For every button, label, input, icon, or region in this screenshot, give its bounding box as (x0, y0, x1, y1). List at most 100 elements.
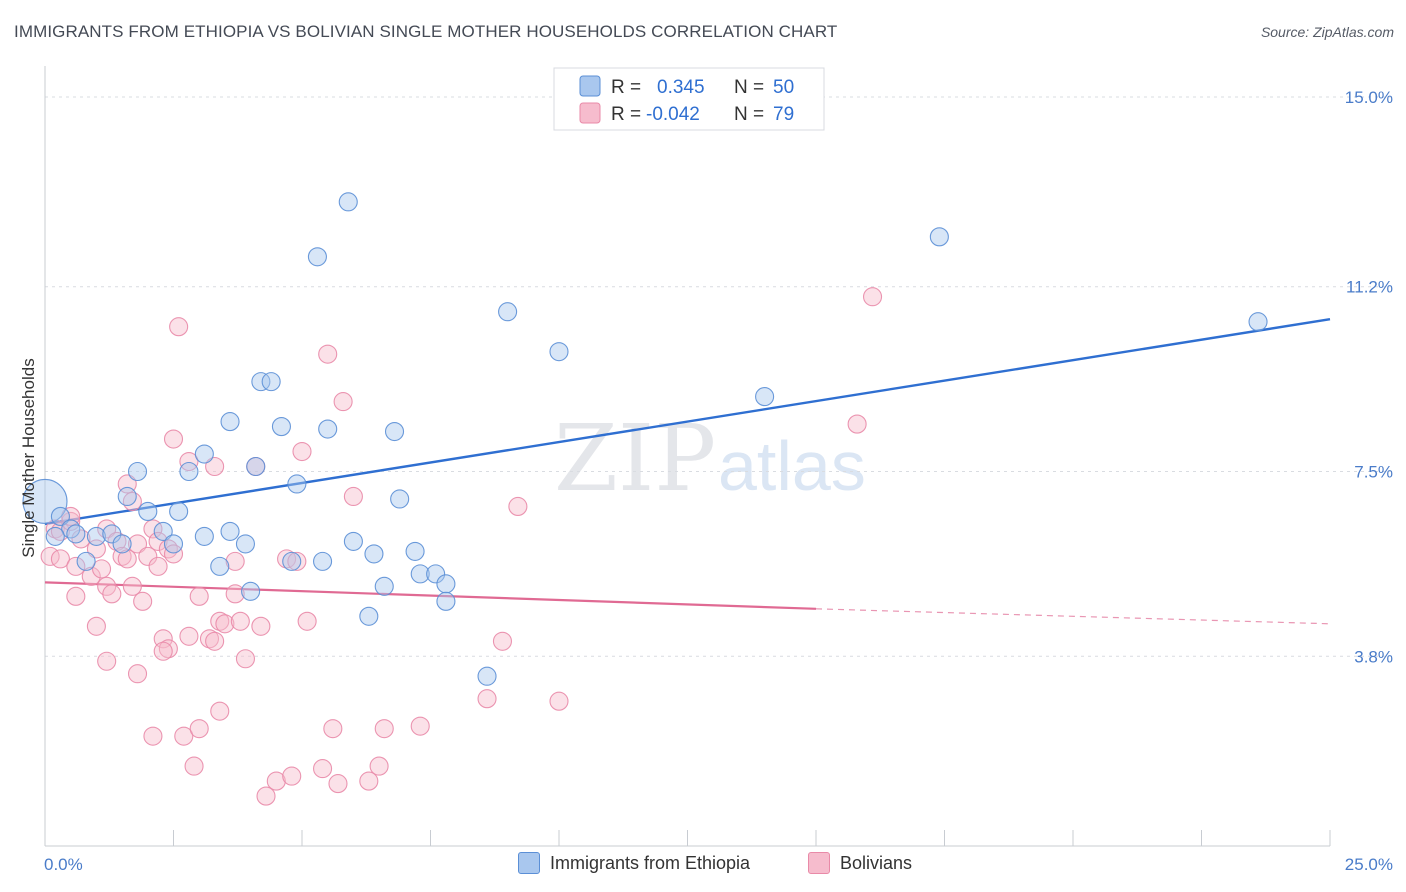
bolivians-point-75 (508, 496, 528, 517)
bolivians-point-77 (847, 414, 867, 434)
bolivians-point-35 (163, 429, 184, 449)
bolivians-point-22 (122, 576, 142, 596)
y-tick-label-2: 11.2% (1346, 278, 1393, 297)
y-axis-label: Single Mother Households (19, 358, 38, 557)
ethiopia-point-31 (318, 419, 338, 439)
legend: R = 0.345 N = 50 R = -0.042 N = 79 (553, 67, 825, 131)
bolivians-point-3 (50, 549, 70, 569)
ethiopia-point-0 (22, 478, 68, 525)
ethiopia-point-13 (169, 501, 189, 521)
bolivians-point-37 (169, 317, 189, 337)
ethiopia-point-6 (102, 524, 122, 544)
bottom-legend: Immigrants from Ethiopia Bolivians (0, 852, 1406, 878)
axes (44, 66, 1331, 847)
bolivians-point-73 (477, 689, 497, 709)
ethiopia-point-39 (405, 541, 425, 561)
ethiopia-point-33 (343, 531, 363, 551)
bolivians-point-6 (66, 556, 86, 576)
bottom-legend-swatch-bolivians (808, 852, 830, 874)
ethiopia-point-3 (45, 526, 65, 546)
ethiopia-point-21 (235, 534, 256, 554)
ethiopia-point-1 (50, 506, 70, 526)
bolivians-point-62 (297, 611, 317, 631)
grid (45, 96, 1392, 657)
y-tick-label-3: 15.0% (1345, 88, 1393, 107)
legend-r-label-ethiopia: R = (611, 77, 641, 98)
bolivians-point-74 (492, 631, 513, 651)
x-tick-labels: 0.0% 25.0% (44, 855, 1393, 874)
ethiopia-point-24 (251, 372, 271, 392)
bolivians-point-56 (256, 786, 276, 806)
bolivians-point-60 (287, 551, 307, 571)
legend-n-value-ethiopia: 50 (773, 77, 794, 98)
bolivians-point-72 (410, 716, 430, 736)
bolivians-point-61 (292, 441, 312, 462)
bolivians-point-39 (179, 626, 199, 646)
bolivians-point-78 (862, 287, 883, 307)
bolivians-point-46 (205, 456, 225, 477)
legend-r-value-bolivians: -0.042 (646, 104, 700, 125)
ethiopia-point-46 (549, 342, 569, 362)
ethiopia-point-49 (1248, 312, 1268, 332)
y-tick-label-0: 3.8% (1354, 647, 1393, 666)
ethiopia-point-18 (210, 556, 230, 576)
bolivians-point-48 (210, 611, 230, 631)
data-points (22, 192, 1268, 806)
bottom-legend-label-bolivians: Bolivians (840, 852, 913, 873)
bolivians-point-51 (225, 584, 245, 604)
legend-n-label-ethiopia: N = (734, 77, 764, 98)
ethiopia-point-36 (374, 576, 394, 596)
bolivians-point-14 (97, 651, 117, 671)
bolivians-point-25 (133, 591, 153, 611)
ethiopia-point-7 (112, 534, 132, 554)
ethiopia-point-27 (282, 551, 302, 571)
bolivians-point-49 (215, 614, 235, 634)
bolivians-point-9 (81, 566, 101, 586)
y-tick-labels: 3.8% 7.5% 11.2% 15.0% (1345, 88, 1393, 666)
bolivians-point-66 (328, 774, 348, 794)
ethiopia-point-25 (261, 372, 281, 392)
ethiopia-trend-line (44, 318, 1331, 526)
ethiopia-point-35 (364, 544, 384, 564)
bolivians-point-24 (127, 534, 148, 554)
bolivians-point-59 (282, 766, 302, 786)
bolivians-point-53 (235, 649, 256, 669)
y-tick-label-1: 7.5% (1354, 463, 1393, 482)
bolivians-point-12 (91, 559, 112, 579)
bolivians-point-23 (127, 664, 148, 684)
bolivians-point-44 (199, 629, 220, 649)
ethiopia-point-29 (307, 247, 327, 267)
ethiopia-point-23 (246, 456, 266, 477)
bolivians-point-30 (148, 556, 168, 576)
bolivians-trend-line-extension (815, 608, 1331, 625)
legend-swatch-ethiopia (579, 75, 601, 97)
bolivians-point-65 (323, 719, 343, 739)
watermark-atlas: atlas (718, 427, 866, 505)
watermark-zip: ZIP (554, 405, 716, 512)
ethiopia-point-20 (220, 412, 240, 432)
ethiopia-point-44 (477, 666, 497, 686)
bottom-legend-swatch-ethiopia (518, 852, 540, 874)
bolivians-point-50 (225, 551, 245, 571)
bolivians-point-36 (163, 544, 184, 564)
chart-title: IMMIGRANTS FROM ETHIOPIA VS BOLIVIAN SIN… (14, 22, 838, 41)
ethiopia-point-16 (194, 526, 214, 546)
bolivians-point-32 (158, 639, 178, 659)
bolivians-point-67 (333, 392, 353, 412)
ethiopia-point-38 (390, 489, 410, 509)
bolivians-point-10 (86, 616, 106, 636)
bolivians-point-7 (66, 586, 86, 606)
bolivians-point-76 (549, 691, 569, 711)
ethiopia-point-34 (359, 606, 379, 626)
ethiopia-point-41 (426, 564, 446, 584)
ethiopia-point-22 (241, 581, 261, 601)
trend-lines (44, 318, 1331, 625)
x-tick-label-0: 0.0% (44, 855, 83, 874)
bolivians-point-45 (205, 631, 225, 651)
bolivians-point-68 (343, 486, 363, 507)
bolivians-point-70 (369, 756, 389, 776)
ethiopia-point-40 (410, 564, 430, 584)
bolivians-point-29 (148, 531, 168, 551)
bottom-legend-item-ethiopia: Immigrants from Ethiopia (518, 852, 750, 874)
ethiopia-point-5 (86, 526, 106, 546)
